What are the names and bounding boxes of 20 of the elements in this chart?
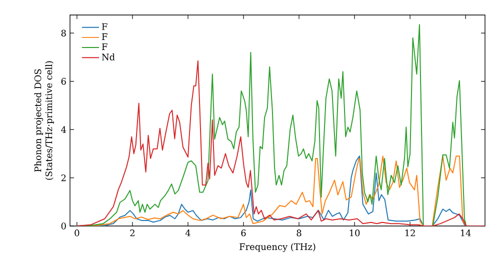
x-tick-label: 10 [350,230,360,236]
legend-label: Nd [102,53,115,60]
x-tick-label: 0 [74,230,80,236]
x-tick-label: 12 [405,230,415,236]
x-axis-title: Frequency (THz) [240,243,316,252]
y-axis-title: Phonon projected DOS (States/THz·primitive cell) [34,61,54,180]
y-tick-label: 2 [61,174,66,182]
y-tick-label: 0 [61,222,66,230]
x-tick-label: 14 [460,230,471,236]
y-tick-label: 6 [61,78,66,85]
x-tick-label: 2 [130,230,134,236]
y-tick-label: 8 [61,30,66,36]
x-tick-label: 6 [241,230,246,236]
x-tick-label: 8 [296,230,302,236]
legend-label: F [102,23,108,30]
legend-label: F [102,43,108,50]
line-series [76,60,486,226]
y-tick-label: 4 [61,126,66,133]
legend-label: F [102,33,108,40]
x-tick-label: 4 [185,230,190,236]
